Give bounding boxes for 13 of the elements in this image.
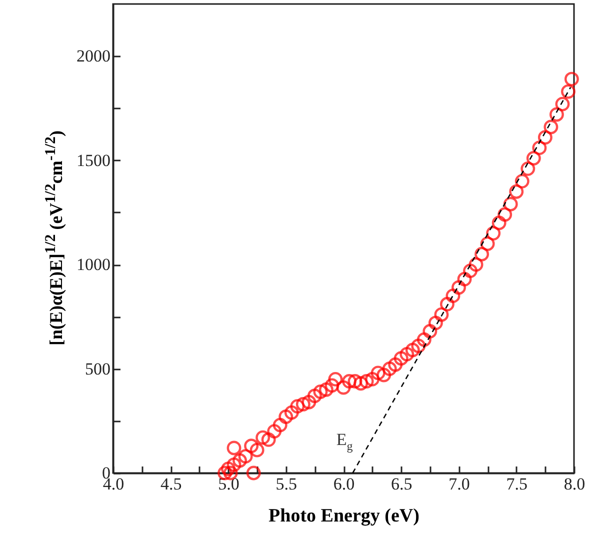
x-tick-label: 7.0 bbox=[448, 474, 470, 494]
x-tick-label: 6.5 bbox=[391, 474, 412, 494]
x-tick-label: 4.5 bbox=[160, 474, 182, 494]
x-tick-label: 7.5 bbox=[506, 474, 528, 494]
x-tick-label: 6.0 bbox=[333, 474, 355, 494]
y-tick-label: 2000 bbox=[76, 46, 110, 66]
y-tick-label: 1000 bbox=[76, 255, 110, 274]
y-tick-label: 1500 bbox=[76, 150, 110, 170]
x-tick-label: 5.5 bbox=[276, 474, 297, 494]
x-axis-title: Photo Energy (eV) bbox=[268, 506, 420, 526]
x-tick-label: 8.0 bbox=[564, 474, 586, 494]
y-tick-label: 500 bbox=[85, 359, 110, 378]
x-tick-label: 5.0 bbox=[218, 474, 240, 494]
